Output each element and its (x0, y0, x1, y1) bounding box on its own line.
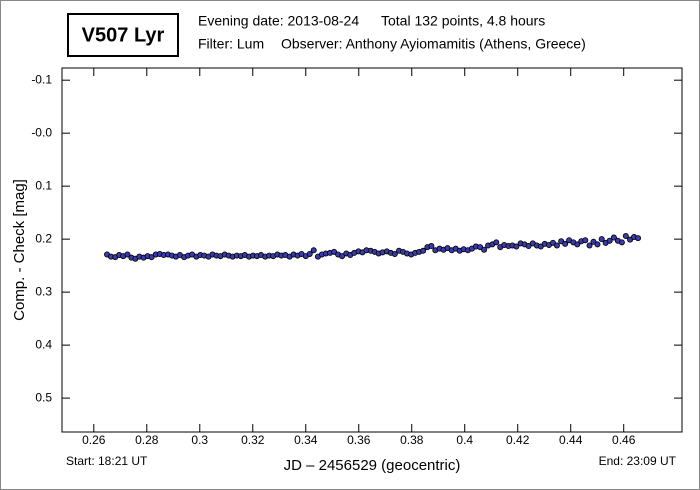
observer: Observer: Anthony Ayiomamitis (Athens, G… (281, 36, 586, 52)
x-tick-label: 0.42 (506, 433, 530, 447)
y-axis-label: Comp. - Check [mag] (11, 179, 28, 321)
data-point (124, 251, 131, 258)
x-tick-label: 0.4 (456, 433, 473, 447)
data-point (606, 237, 613, 244)
x-tick-label: 0.34 (294, 433, 318, 447)
y-tick-label: -0.0 (31, 125, 52, 139)
data-point (428, 243, 435, 250)
data-point (598, 236, 605, 243)
data-point (493, 239, 500, 246)
data-point (481, 246, 488, 253)
x-tick-label: 0.38 (400, 433, 424, 447)
y-tick-label: 0.4 (35, 337, 52, 351)
data-point (391, 250, 398, 257)
data-point (574, 241, 581, 248)
data-point (618, 239, 625, 246)
evening-date: Evening date: 2013-08-24 (198, 13, 359, 29)
y-tick-label: 0.1 (35, 178, 52, 192)
x-tick-label: 0.3 (191, 433, 208, 447)
data-point (306, 250, 313, 257)
end-time: End: 23:09 UT (599, 454, 677, 468)
data-point (525, 243, 532, 250)
data-point (553, 242, 560, 249)
data-point (586, 242, 593, 249)
x-tick-label: 0.32 (241, 433, 265, 447)
data-point (635, 235, 642, 242)
x-tick-label: 0.26 (82, 433, 106, 447)
data-point (339, 253, 346, 260)
y-tick-label: 0.3 (35, 284, 52, 298)
data-point (513, 243, 520, 250)
data-point (610, 234, 617, 241)
data-point (148, 254, 155, 261)
data-point (622, 232, 629, 239)
x-axis-label: JD – 2456529 (geocentric) (284, 457, 461, 474)
total-points: Total 132 points, 4.8 hours (381, 13, 545, 29)
y-tick-label: 0.5 (35, 390, 52, 404)
start-time: Start: 18:21 UT (66, 454, 148, 468)
x-tick-label: 0.36 (347, 433, 371, 447)
x-tick-label: 0.28 (135, 433, 159, 447)
y-tick-label: -0.1 (31, 72, 52, 86)
title-box (67, 13, 179, 57)
data-point (310, 247, 317, 254)
data-point (562, 240, 569, 247)
plot-frame (61, 67, 683, 433)
y-tick-label: 0.2 (35, 231, 52, 245)
filter: Filter: Lum (198, 36, 264, 52)
chart-title: V507 Lyr (82, 24, 165, 46)
data-point (594, 241, 601, 248)
x-tick-label: 0.46 (612, 433, 636, 447)
data-point (582, 237, 589, 244)
x-tick-label: 0.44 (559, 433, 583, 447)
data-point (420, 247, 427, 254)
